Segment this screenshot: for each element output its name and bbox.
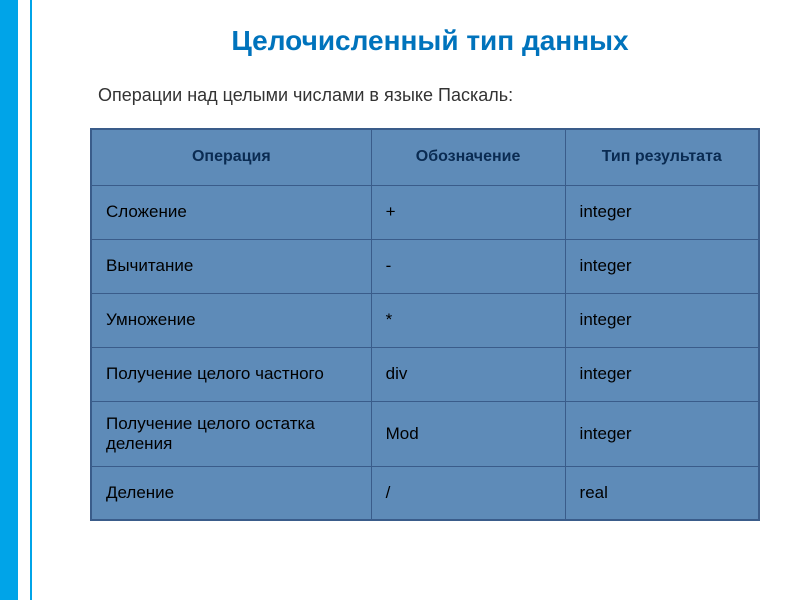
op-type: real	[565, 466, 759, 520]
op-symbol: Mod	[371, 401, 565, 466]
op-symbol: *	[371, 293, 565, 347]
slide-content: Целочисленный тип данных Операции над це…	[60, 0, 800, 541]
op-name: Получение целого остатка деления	[91, 401, 371, 466]
slide-subtitle: Операции над целыми числами в языке Паск…	[98, 85, 770, 106]
op-name: Сложение	[91, 185, 371, 239]
operations-table: Операция Обозначение Тип результата Слож…	[90, 128, 760, 521]
op-type: integer	[565, 293, 759, 347]
op-type: integer	[565, 185, 759, 239]
op-name: Умножение	[91, 293, 371, 347]
op-symbol: +	[371, 185, 565, 239]
header-type: Тип результата	[565, 129, 759, 185]
op-symbol: div	[371, 347, 565, 401]
table-row: Получение целого частного div integer	[91, 347, 759, 401]
table-row: Деление / real	[91, 466, 759, 520]
table-row: Вычитание - integer	[91, 239, 759, 293]
slide-title: Целочисленный тип данных	[90, 25, 770, 57]
op-name: Получение целого частного	[91, 347, 371, 401]
table-row: Получение целого остатка деления Mod int…	[91, 401, 759, 466]
table-header-row: Операция Обозначение Тип результата	[91, 129, 759, 185]
op-symbol: /	[371, 466, 565, 520]
table-row: Сложение + integer	[91, 185, 759, 239]
header-operation: Операция	[91, 129, 371, 185]
op-type: integer	[565, 347, 759, 401]
left-decorative-border	[0, 0, 32, 600]
op-type: integer	[565, 401, 759, 466]
op-symbol: -	[371, 239, 565, 293]
table-row: Умножение * integer	[91, 293, 759, 347]
op-type: integer	[565, 239, 759, 293]
header-symbol: Обозначение	[371, 129, 565, 185]
op-name: Вычитание	[91, 239, 371, 293]
op-name: Деление	[91, 466, 371, 520]
